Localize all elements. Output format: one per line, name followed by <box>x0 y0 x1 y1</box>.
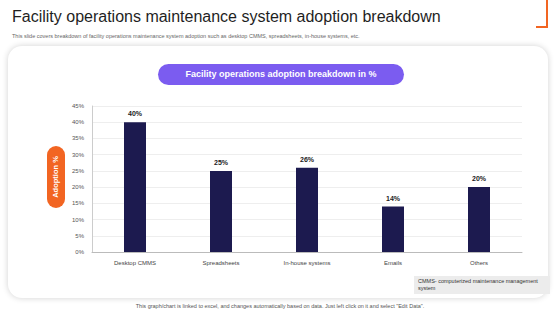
svg-text:Emails: Emails <box>384 260 402 266</box>
html-text:Facility operations adoption b: Facility operations adoption breakdown i… <box>185 69 377 79</box>
svg-text:40%: 40% <box>128 110 143 117</box>
svg-text:25%: 25% <box>214 159 229 166</box>
svg-text:10%: 10% <box>72 217 85 223</box>
svg-text:Spreadsheets: Spreadsheets <box>202 260 239 266</box>
svg-text:Others: Others <box>470 260 488 266</box>
html-text:Adoption %: Adoption % <box>51 156 60 198</box>
svg-text:30%: 30% <box>72 152 85 158</box>
svg-text:5%: 5% <box>75 233 84 239</box>
svg-text:26%: 26% <box>300 156 315 163</box>
html-text:This graph/chart is linked to: This graph/chart is linked to excel, and… <box>135 303 425 309</box>
svg-text:45%: 45% <box>72 103 85 109</box>
html-text:CMMS- computerized maintenance: CMMS- computerized maintenance managemen… <box>418 278 538 291</box>
svg-text:20%: 20% <box>472 175 487 182</box>
html-text:This slide covers breakdown of: This slide covers breakdown of facility … <box>12 33 360 39</box>
svg-text:25%: 25% <box>72 168 85 174</box>
svg-text:Desktop CMMS: Desktop CMMS <box>114 260 156 266</box>
svg-text:In-house systems: In-house systems <box>283 260 330 266</box>
svg-text:15%: 15% <box>72 200 85 206</box>
svg-text:14%: 14% <box>386 195 401 202</box>
html-text:Facility operations maintenanc: Facility operations maintenance system a… <box>12 8 441 25</box>
svg-text:40%: 40% <box>72 119 85 125</box>
svg-text:20%: 20% <box>72 184 85 190</box>
svg-text:0%: 0% <box>75 249 84 255</box>
svg-text:35%: 35% <box>72 135 85 141</box>
